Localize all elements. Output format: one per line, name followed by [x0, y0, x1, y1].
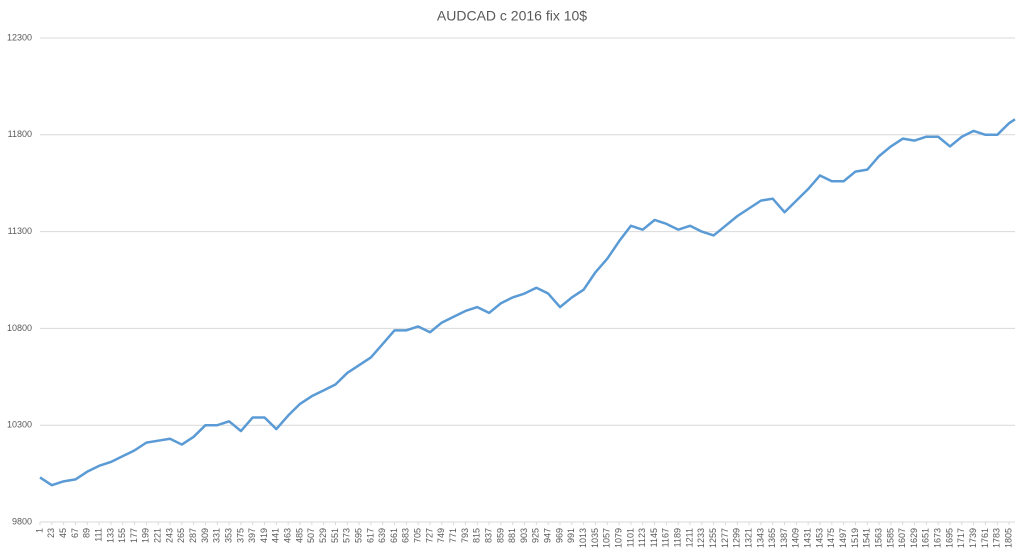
x-tick-label: 309 [200, 528, 210, 543]
x-tick-label: 595 [353, 528, 363, 543]
x-tick-label: 991 [566, 528, 576, 543]
x-tick-label: 1805 [1003, 528, 1013, 548]
x-tick-label: 331 [212, 528, 222, 543]
x-tick-label: 1541 [862, 528, 872, 548]
x-tick-label: 463 [283, 528, 293, 543]
x-tick-label: 287 [188, 528, 198, 543]
x-tick-label: 705 [413, 528, 423, 543]
x-tick-label: 1123 [637, 528, 647, 547]
x-tick-label: 1343 [755, 528, 765, 548]
x-tick-label: 1321 [743, 528, 753, 548]
x-tick-label: 419 [259, 528, 269, 543]
x-tick-label: 1101 [625, 528, 635, 547]
x-tick-label: 45 [58, 528, 68, 538]
x-tick-label: 1453 [814, 528, 824, 548]
y-tick-label: 10300 [7, 420, 32, 430]
x-tick-label: 947 [543, 528, 553, 543]
x-tick-label: 155 [117, 528, 127, 543]
x-tick-label: 881 [507, 528, 517, 543]
x-tick-label: 1365 [767, 528, 777, 548]
x-tick-label: 397 [247, 528, 257, 543]
x-tick-label: 89 [82, 528, 92, 538]
x-tick-label: 1717 [956, 528, 966, 548]
data-line [39, 118, 1016, 487]
x-tick-label: 1079 [613, 528, 623, 548]
x-tick-label: 1189 [673, 528, 683, 547]
x-tick-label: 265 [176, 528, 186, 543]
x-tick-label: 111 [93, 528, 103, 542]
x-tick-label: 1563 [873, 528, 883, 548]
x-tick-label: 1387 [779, 528, 789, 548]
chart-title: AUDCAD c 2016 fix 10$ [437, 8, 587, 24]
x-tick-label: 507 [306, 528, 316, 543]
x-tick-label: 1299 [732, 528, 742, 548]
x-tick-label: 375 [235, 528, 245, 543]
y-tick-label: 12300 [7, 32, 32, 42]
x-tick-label: 727 [424, 528, 434, 543]
x-tick-label: 1673 [933, 528, 943, 548]
x-tick-label: 1145 [649, 528, 659, 547]
x-tick-label: 1409 [791, 528, 801, 548]
y-tick-label: 11300 [8, 226, 32, 236]
x-tick-label: 661 [389, 528, 399, 543]
x-tick-label: 1695 [944, 528, 954, 548]
x-tick-label: 1607 [897, 528, 907, 548]
y-tick-label: 9800 [12, 516, 32, 526]
x-tick-label: 1519 [850, 528, 860, 548]
x-tick-label: 1585 [885, 528, 895, 548]
x-tick-label: 199 [141, 528, 151, 543]
x-tick-label: 353 [223, 528, 233, 543]
x-tick-label: 1233 [696, 528, 706, 548]
x-tick-label: 23 [46, 528, 56, 538]
x-tick-label: 1651 [921, 528, 931, 548]
x-tick-label: 1167 [661, 528, 671, 547]
x-tick-label: 1035 [590, 528, 600, 548]
x-tick-label: 529 [318, 528, 328, 543]
x-tick-label: 903 [519, 528, 529, 543]
x-tick-label: 925 [531, 528, 541, 543]
x-tick-label: 573 [342, 528, 352, 543]
x-tick-label: 1013 [578, 528, 588, 548]
x-tick-label: 771 [448, 528, 458, 543]
x-tick-label: 639 [377, 528, 387, 543]
x-tick-label: 837 [483, 528, 493, 543]
x-tick-label: 815 [472, 528, 482, 543]
x-tick-label: 1211 [684, 528, 694, 547]
x-tick-label: 859 [495, 528, 505, 543]
x-tick-label: 1497 [838, 528, 848, 548]
x-tick-label: 1783 [992, 528, 1002, 548]
x-tick-label: 243 [164, 528, 174, 543]
x-tick-label: 441 [271, 528, 281, 543]
x-tick-label: 1057 [602, 528, 612, 548]
x-tick-label: 551 [330, 528, 340, 543]
x-tick-label: 1431 [803, 528, 813, 548]
x-tick-label: 221 [153, 528, 163, 543]
x-tick-label: 1475 [826, 528, 836, 548]
y-tick-label: 10800 [7, 323, 32, 333]
x-tick-label: 1761 [980, 528, 990, 548]
x-tick-label: 177 [129, 528, 139, 543]
x-tick-label: 969 [554, 528, 564, 543]
x-tick-label: 1255 [708, 528, 718, 548]
x-tick-label: 1 [34, 528, 44, 533]
y-tick-label: 11800 [8, 129, 32, 139]
x-tick-label: 1629 [909, 528, 919, 548]
x-tick-label: 617 [365, 528, 375, 543]
x-tick-label: 683 [401, 528, 411, 543]
x-tick-label: 133 [105, 528, 115, 543]
x-tick-label: 793 [460, 528, 470, 543]
x-tick-label: 485 [294, 528, 304, 543]
x-tick-label: 1277 [720, 528, 730, 548]
x-tick-label: 67 [70, 528, 80, 538]
x-tick-label: 1739 [968, 528, 978, 548]
x-tick-label: 749 [436, 528, 446, 543]
